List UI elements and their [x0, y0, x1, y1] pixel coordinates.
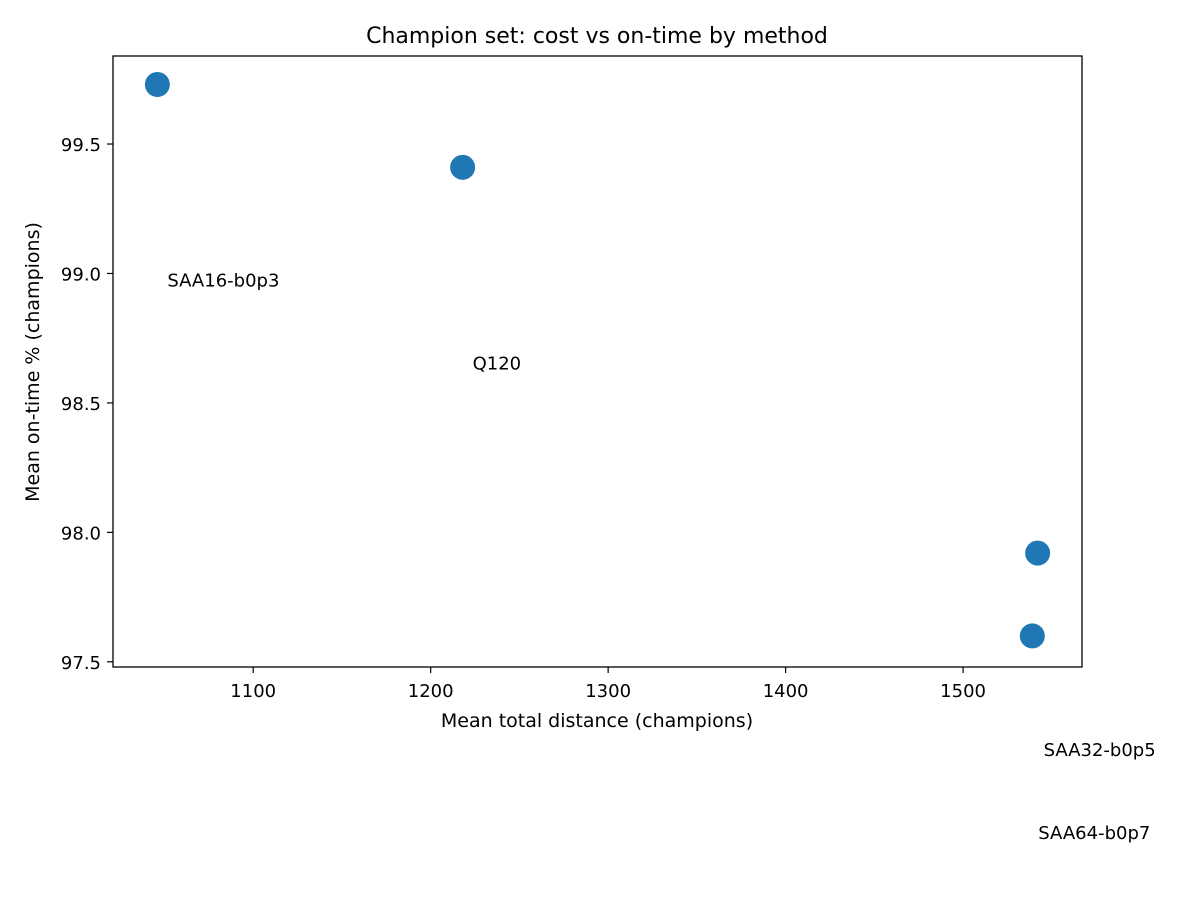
data-point: [1025, 540, 1051, 566]
chart-title: Champion set: cost vs on-time by method: [366, 24, 828, 49]
axis-ticks: 1100 1200 1300 1400 1500 97.5 98.0 98.5 99.0 99.5: [61, 135, 986, 702]
plot-area-frame: [112, 55, 1083, 668]
point-labels: SAA16-b0p3 Q120 SAA32-b0p5 SAA64-b0p7: [167, 270, 1155, 843]
y-tick-label: 99.0: [61, 264, 101, 285]
y-tick-label: 98.0: [61, 523, 101, 544]
x-tick-label: 1400: [763, 681, 809, 702]
x-tick-label: 1100: [230, 681, 276, 702]
x-axis-label: Mean total distance (champions): [441, 710, 753, 732]
point-label: SAA16-b0p3: [167, 270, 279, 291]
data-point: [450, 154, 476, 180]
data-points: [144, 71, 1051, 649]
x-tick-label: 1300: [585, 681, 631, 702]
x-tick-label: 1500: [940, 681, 986, 702]
point-label: SAA32-b0p5: [1044, 740, 1156, 761]
y-tick-label: 98.5: [61, 394, 101, 415]
y-tick-label: 97.5: [61, 653, 101, 674]
data-point: [144, 71, 170, 97]
data-point: [1019, 623, 1045, 649]
y-tick-label: 99.5: [61, 135, 101, 156]
point-label: SAA64-b0p7: [1038, 823, 1150, 844]
x-tick-label: 1200: [408, 681, 454, 702]
y-axis-label: Mean on-time % (champions): [22, 222, 44, 502]
point-label: Q120: [473, 353, 522, 374]
